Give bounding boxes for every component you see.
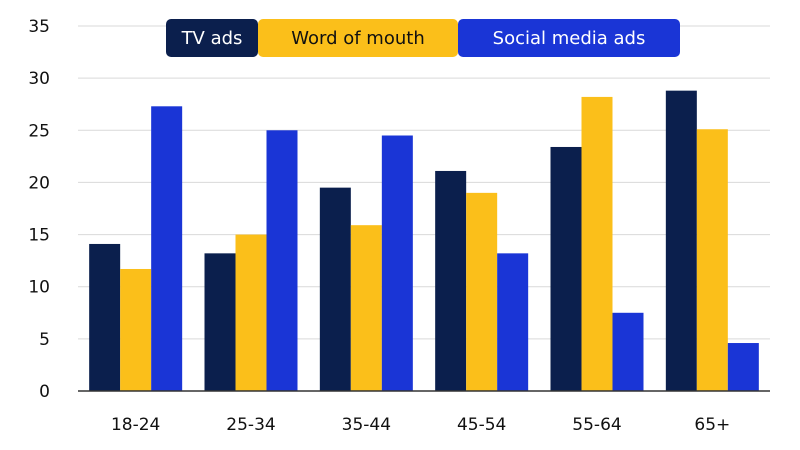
bar-social-media-ads-25-34	[266, 130, 298, 392]
x-tick-label: 55-64	[572, 415, 621, 435]
y-tick-label: 0	[39, 382, 50, 402]
y-axis-ticks: 0 5 10 15 20 25 30 35	[28, 17, 50, 402]
y-tick-label: 10	[28, 278, 50, 298]
bar-tv-ads-25-34	[204, 253, 236, 391]
y-tick-label: 30	[28, 69, 50, 89]
legend-swatch	[458, 19, 680, 57]
y-tick-label: 35	[28, 17, 50, 37]
bar-social-media-ads-45-54	[497, 253, 529, 391]
y-tick-label: 5	[39, 330, 50, 350]
bar-tv-ads-35-44	[319, 187, 351, 391]
bar-social-media-ads-55-64	[612, 312, 644, 391]
bar-word-of-mouth-18-24	[120, 268, 152, 391]
bar-word-of-mouth-25-34	[235, 234, 267, 391]
legend-label: TV ads	[181, 28, 243, 49]
bar-tv-ads-18-24	[89, 243, 121, 391]
bars	[89, 90, 759, 392]
legend-item-word-of-mouth: Word of mouth	[258, 19, 458, 57]
legend-item-tv-ads: TV ads	[166, 19, 258, 57]
x-tick-label: 35-44	[342, 415, 391, 435]
bar-tv-ads-45-54	[435, 170, 467, 391]
legend-label: Word of mouth	[291, 28, 424, 49]
bar-social-media-ads-35-44	[381, 135, 413, 391]
bar-tv-ads-55-64	[550, 146, 582, 391]
bar-tv-ads-65+	[665, 90, 697, 392]
legend-swatch	[166, 19, 258, 57]
legend: TV ads Word of mouth Social media ads	[166, 19, 680, 57]
y-tick-label: 25	[28, 121, 50, 141]
y-tick-label: 15	[28, 226, 50, 246]
x-axis-ticks: 18-24 25-34 35-44 45-54 55-64 65+	[111, 415, 730, 435]
y-tick-label: 20	[28, 173, 50, 193]
legend-swatch	[258, 19, 458, 57]
bar-word-of-mouth-45-54	[466, 192, 498, 391]
legend-label: Social media ads	[493, 28, 646, 49]
x-tick-label: 18-24	[111, 415, 160, 435]
bar-word-of-mouth-55-64	[581, 96, 613, 392]
bar-social-media-ads-18-24	[151, 106, 183, 392]
x-tick-label: 45-54	[457, 415, 506, 435]
x-tick-label: 65+	[694, 415, 730, 435]
bar-word-of-mouth-35-44	[350, 225, 382, 391]
bar-social-media-ads-65+	[727, 343, 759, 391]
bar-word-of-mouth-65+	[696, 129, 728, 391]
x-tick-label: 25-34	[226, 415, 275, 435]
legend-item-social-media-ads: Social media ads	[458, 19, 680, 57]
